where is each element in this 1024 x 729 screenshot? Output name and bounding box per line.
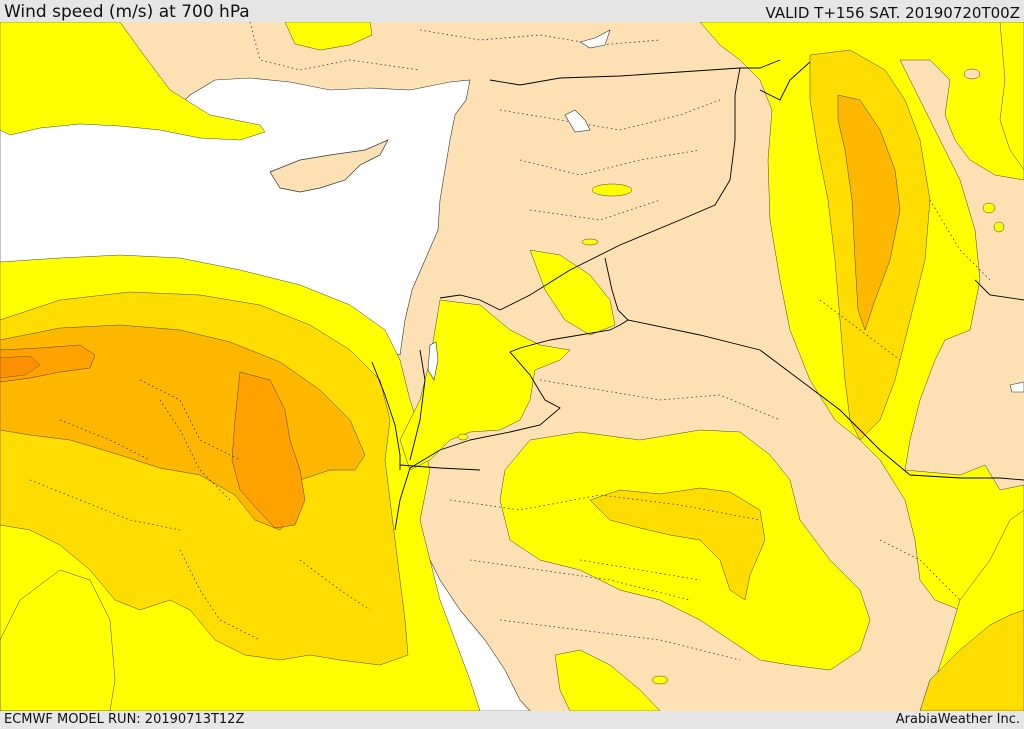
footer-bar: ECMWF MODEL RUN: 20190713T12Z ArabiaWeat…: [0, 711, 1024, 729]
weather-map: [0, 22, 1024, 711]
map-title: Wind speed (m/s) at 700 hPa: [4, 2, 250, 22]
wind-15-amber-east: [837, 94, 901, 331]
wind-10-gold-saudi: [589, 487, 766, 601]
header-bar: Wind speed (m/s) at 700 hPa VALID T+156 …: [0, 0, 1024, 22]
wind-5-yellow-saudi: [499, 429, 871, 671]
credit-label: ArabiaWeather Inc.: [895, 712, 1020, 727]
admin-boundaries: [29, 22, 991, 661]
model-run-label: ECMWF MODEL RUN: 20190713T12Z: [4, 712, 245, 727]
country-borders: [371, 59, 1024, 531]
valid-time: VALID T+156 SAT. 20190720T00Z: [765, 4, 1020, 22]
cyprus-island: [269, 139, 389, 193]
